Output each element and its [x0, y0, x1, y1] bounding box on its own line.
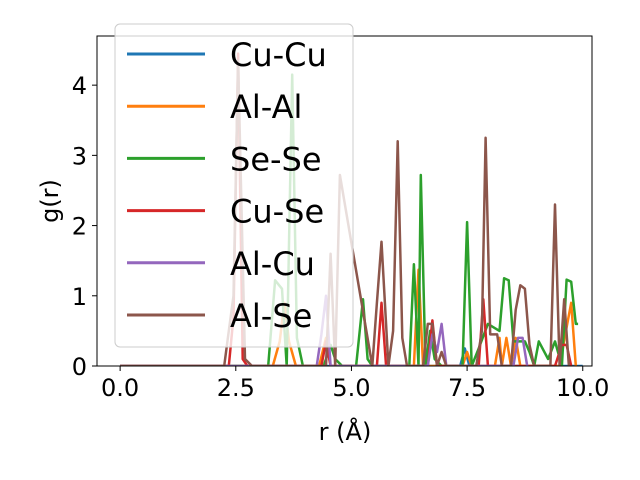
y-axis-label: g(r): [36, 179, 64, 223]
legend-label-al-cu: Al-Cu: [230, 245, 315, 283]
y-tick-label: 0: [72, 353, 87, 381]
x-tick-label: 2.5: [217, 374, 255, 402]
x-tick-label: 0.0: [101, 374, 139, 402]
legend-label-se-se: Se-Se: [230, 140, 322, 178]
legend: Cu-Cu Al-Al Se-Se Cu-Se Al-Cu Al-Se: [114, 23, 354, 348]
y-ticks: 0 1 2 3 4: [72, 72, 97, 381]
x-ticks: 0.0 2.5 5.0 7.5 10.0: [101, 366, 609, 402]
x-axis-label: r (Å): [319, 417, 372, 446]
x-tick-label: 5.0: [332, 374, 370, 402]
y-tick-label: 2: [72, 213, 87, 241]
y-tick-label: 1: [72, 283, 87, 311]
series-line-cu-cu: [120, 347, 583, 366]
legend-label-cu-cu: Cu-Cu: [230, 36, 327, 74]
legend-label-al-al: Al-Al: [230, 88, 302, 126]
y-tick-label: 4: [72, 72, 87, 100]
legend-label-cu-se: Cu-Se: [230, 193, 324, 231]
x-tick-label: 7.5: [448, 374, 486, 402]
y-tick-label: 3: [72, 142, 87, 170]
legend-label-al-se: Al-Se: [230, 297, 312, 335]
series-line-al-se: [120, 59, 571, 366]
x-tick-label: 10.0: [556, 374, 609, 402]
series-line-al-al: [120, 268, 578, 366]
series-line-se-se: [120, 73, 579, 366]
